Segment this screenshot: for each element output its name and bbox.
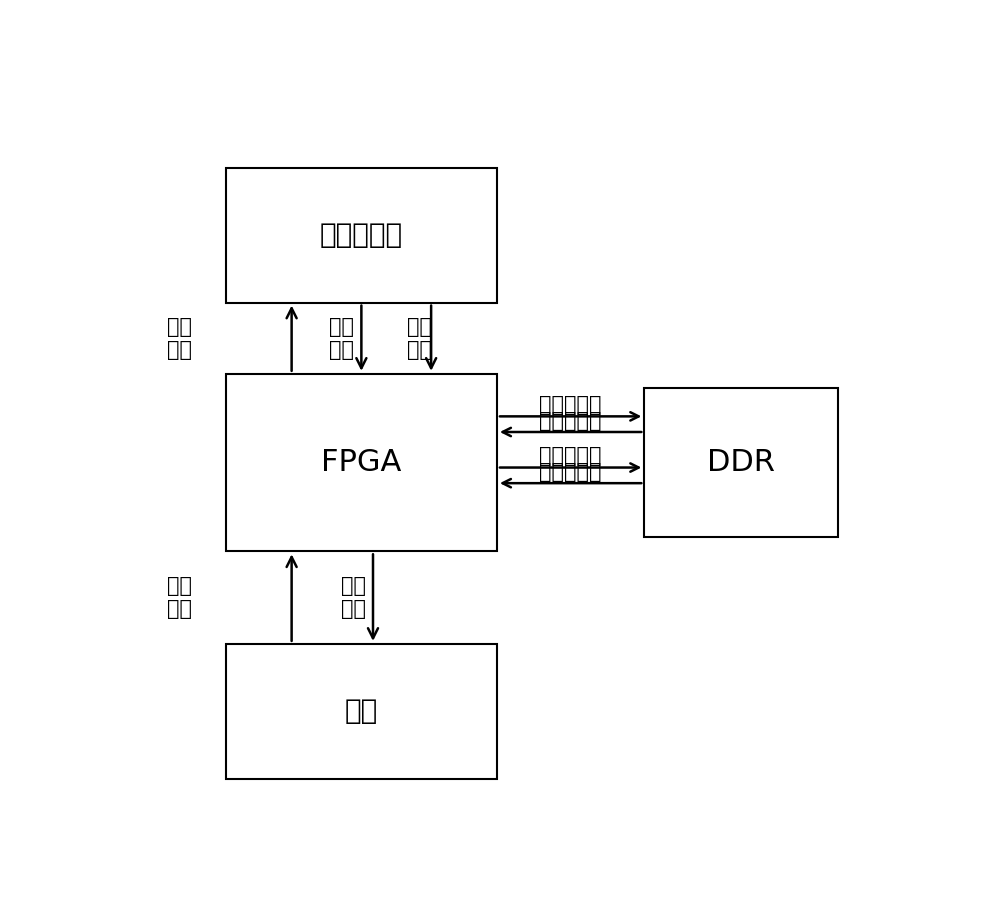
Bar bbox=[226, 644, 497, 779]
Text: 返向
信号: 返向 信号 bbox=[167, 576, 192, 619]
Bar bbox=[226, 168, 497, 303]
Text: 返向
信号: 返向 信号 bbox=[167, 317, 192, 360]
Text: 前向数据读: 前向数据读 bbox=[539, 411, 602, 431]
Text: 终端: 终端 bbox=[345, 697, 378, 725]
Bar bbox=[226, 374, 497, 551]
Bar bbox=[644, 388, 838, 537]
Text: 前向
信号: 前向 信号 bbox=[341, 576, 366, 619]
Text: 返向数据写: 返向数据写 bbox=[539, 446, 602, 466]
Text: 计算机系统: 计算机系统 bbox=[320, 222, 403, 249]
Text: FPGA: FPGA bbox=[321, 448, 402, 477]
Text: 返向数据读: 返向数据读 bbox=[539, 462, 602, 482]
Text: 前向数据写: 前向数据写 bbox=[539, 395, 602, 415]
Text: 延时
控制: 延时 控制 bbox=[407, 317, 432, 360]
Text: 前向
信号: 前向 信号 bbox=[330, 317, 354, 360]
Text: DDR: DDR bbox=[707, 448, 775, 477]
